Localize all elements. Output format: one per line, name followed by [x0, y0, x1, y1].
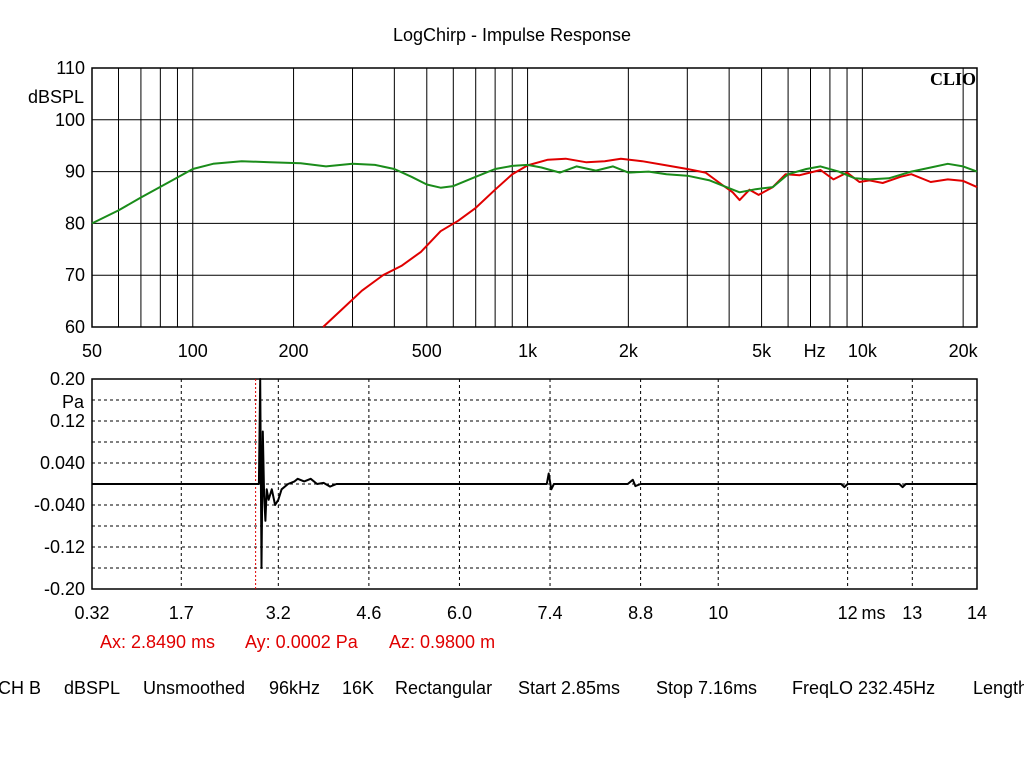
status-units: dBSPL	[64, 678, 120, 698]
series-line-0	[322, 157, 978, 328]
status-smoothing: Unsmoothed	[143, 678, 245, 698]
cursor-readout: Ax: 2.8490 ms Ay: 0.0002 Pa Az: 0.9800 m	[100, 632, 495, 652]
series-line-1	[91, 160, 978, 225]
status-start: Start 2.85ms	[518, 678, 620, 698]
x-tick-label: 200	[279, 341, 309, 361]
y-axis-label: Pa	[62, 392, 85, 412]
x-tick-label: 8.8	[628, 603, 653, 623]
clio-brand: CLIO	[930, 69, 976, 89]
cursor-ay: Ay: 0.0002 Pa	[245, 632, 359, 652]
x-tick-label: 4.6	[356, 603, 381, 623]
x-tick-label: 0.32	[74, 603, 109, 623]
status-freqlo: FreqLO 232.45Hz	[792, 678, 935, 698]
cursor-az: Az: 0.9800 m	[389, 632, 495, 652]
y-tick-label: 90	[65, 162, 85, 182]
frequency-response-plot: 110 100 90 80 70 60 dBSPL 50 100 200 500 1k 2k 5k 10k 2…	[28, 58, 979, 361]
x-tick-label: 14	[967, 603, 987, 623]
y-tick-label: 70	[65, 265, 85, 285]
impulse-line-0	[92, 378, 977, 569]
x-tick-label: 5k	[752, 341, 772, 361]
y-tick-label: -0.040	[34, 495, 85, 515]
x-tick-label: 100	[178, 341, 208, 361]
x-tick-label: 1k	[518, 341, 538, 361]
y-tick-label: 0.12	[50, 411, 85, 431]
status-stop: Stop 7.16ms	[656, 678, 757, 698]
status-sample-rate: 96kHz	[269, 678, 320, 698]
x-tick-label: 50	[82, 341, 102, 361]
y-tick-label: 110	[56, 58, 85, 78]
x-tick-label: 7.4	[538, 603, 563, 623]
status-bar: CH B dBSPL Unsmoothed 96kHz 16K Rectangu…	[0, 678, 1024, 698]
x-tick-label: 1.7	[169, 603, 194, 623]
y-tick-label: 0.040	[40, 453, 85, 473]
x-tick-label: 13	[902, 603, 922, 623]
y-tick-label: 80	[65, 213, 85, 233]
status-channel: CH B	[0, 678, 41, 698]
y-tick-label: -0.20	[44, 579, 85, 599]
impulse-plot: 0.20 0.12 0.040 -0.040 -0.12 -0.20 Pa 0.32 1.7 3.…	[34, 369, 987, 623]
status-window: Rectangular	[395, 678, 492, 698]
status-size: 16K	[342, 678, 374, 698]
y-axis-label: dBSPL	[28, 87, 84, 107]
chart-title: LogChirp - Impulse Response	[393, 25, 631, 45]
x-tick-label: 10	[708, 603, 728, 623]
x-tick-label: 12	[838, 603, 858, 623]
y-tick-label: 0.20	[50, 369, 85, 389]
cursor-ax: Ax: 2.8490 ms	[100, 632, 215, 652]
x-tick-label: 500	[412, 341, 442, 361]
plot-frame	[91, 67, 978, 328]
x-tick-label: 2k	[619, 341, 639, 361]
x-tick-label: 10k	[848, 341, 878, 361]
x-axis-label: Hz	[804, 341, 826, 361]
x-tick-label: 3.2	[266, 603, 291, 623]
x-tick-label: 6.0	[447, 603, 472, 623]
x-tick-label: 20k	[949, 341, 979, 361]
x-axis-label: ms	[861, 603, 885, 623]
y-tick-label: 60	[65, 317, 85, 337]
y-tick-label: -0.12	[44, 537, 85, 557]
status-length: Length	[973, 678, 1024, 698]
y-tick-label: 100	[55, 110, 85, 130]
